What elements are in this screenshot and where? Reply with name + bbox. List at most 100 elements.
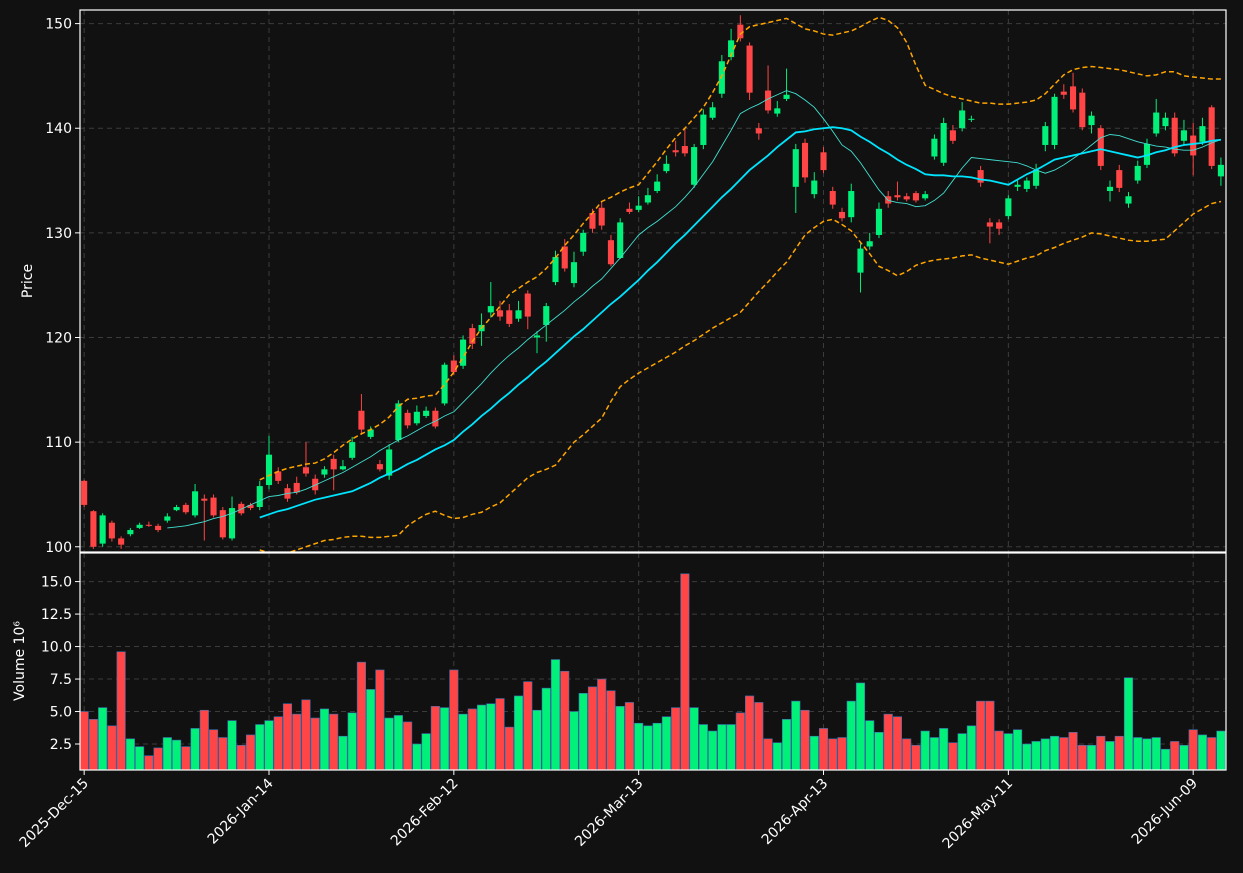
y-axis-title: Price bbox=[20, 264, 36, 298]
candle-body bbox=[81, 480, 88, 505]
candle-body bbox=[912, 193, 919, 201]
moving-average bbox=[259, 126, 1222, 519]
volume-bar bbox=[671, 707, 681, 770]
volume-bar bbox=[1114, 735, 1124, 770]
volume-bar bbox=[948, 742, 958, 770]
volume-bar bbox=[680, 573, 690, 770]
volume-bar bbox=[282, 703, 293, 770]
volume-bar bbox=[994, 730, 1004, 770]
volume-bar bbox=[98, 707, 108, 770]
volume-axis-title: Volume 10⁶ bbox=[12, 621, 28, 701]
candle-body bbox=[127, 530, 134, 535]
candle-body bbox=[765, 90, 772, 111]
candle-body bbox=[968, 118, 975, 120]
candle-body bbox=[644, 195, 651, 203]
candle-body bbox=[432, 410, 439, 427]
volume-bar bbox=[874, 732, 884, 770]
candle-body bbox=[376, 464, 383, 470]
volume-bar bbox=[88, 719, 98, 770]
volume-bar bbox=[708, 730, 718, 770]
candle-body bbox=[321, 469, 328, 475]
candle-body bbox=[959, 110, 966, 129]
volume-bar bbox=[513, 695, 524, 770]
volume-bar bbox=[587, 686, 598, 770]
volume-bar bbox=[292, 713, 302, 770]
volume-bar bbox=[1031, 741, 1041, 770]
candle-body bbox=[210, 497, 217, 516]
y-tick-label: 2.5 bbox=[50, 737, 72, 753]
candle-body bbox=[441, 364, 448, 404]
y-tick-label: 7.5 bbox=[50, 672, 72, 688]
volume-bar bbox=[957, 733, 967, 770]
volume-bar bbox=[911, 745, 921, 770]
volume-bar bbox=[1151, 737, 1161, 770]
volume-bar bbox=[809, 735, 819, 770]
candle-body bbox=[903, 196, 910, 200]
candle-body bbox=[515, 310, 522, 319]
volume-bar bbox=[1068, 732, 1078, 770]
volume-bar bbox=[421, 733, 431, 770]
volume-bar bbox=[477, 704, 487, 770]
candle-body bbox=[894, 195, 901, 198]
band-line bbox=[259, 200, 1222, 552]
candle-body bbox=[469, 328, 476, 344]
volume-bar bbox=[329, 713, 339, 770]
volume-bar bbox=[597, 678, 607, 770]
candle-body bbox=[487, 306, 494, 313]
volume-bar bbox=[403, 721, 413, 770]
volume-bar bbox=[745, 695, 755, 770]
price-frame bbox=[79, 9, 1227, 553]
volume-bar bbox=[902, 738, 912, 770]
candle-body bbox=[1162, 117, 1169, 127]
volume-bar bbox=[1022, 743, 1032, 770]
volume-bar bbox=[1123, 677, 1134, 770]
candle-body bbox=[1171, 117, 1178, 154]
volume-bar bbox=[698, 724, 708, 770]
volume-bar bbox=[624, 702, 634, 770]
volume-bar bbox=[855, 682, 866, 770]
candle-body bbox=[672, 150, 679, 153]
volume-bar bbox=[1077, 745, 1087, 770]
candle-body bbox=[940, 123, 947, 163]
volume-bar bbox=[1188, 729, 1198, 770]
candle-body bbox=[1088, 115, 1095, 126]
volume-bar bbox=[763, 738, 773, 770]
volume-bar bbox=[643, 725, 653, 770]
candle-body bbox=[1106, 186, 1114, 192]
candle-body bbox=[589, 212, 596, 229]
volume-bar bbox=[458, 713, 468, 770]
candle-body bbox=[247, 504, 254, 509]
volume-bar bbox=[523, 681, 533, 770]
candle-body bbox=[543, 306, 550, 325]
volume-bar bbox=[661, 716, 671, 770]
volume-bar bbox=[181, 746, 191, 770]
volume-bar bbox=[1207, 737, 1217, 770]
volume-bar bbox=[116, 651, 126, 770]
volume-bar bbox=[828, 738, 838, 770]
candle-body bbox=[404, 412, 411, 426]
volume-bar bbox=[550, 659, 561, 770]
volume-bar bbox=[1105, 741, 1115, 770]
volume-bar bbox=[1142, 738, 1152, 770]
volume-bar bbox=[449, 669, 459, 770]
volume-bar bbox=[190, 728, 200, 770]
candle-body bbox=[977, 170, 984, 183]
volume-bar bbox=[245, 734, 256, 770]
volume-bar bbox=[818, 728, 829, 770]
volume-bar bbox=[837, 737, 847, 770]
volume-bar bbox=[615, 706, 625, 770]
volume-bar bbox=[255, 724, 265, 770]
volume-bar bbox=[1170, 741, 1180, 770]
candle-body bbox=[663, 163, 670, 172]
candle-body bbox=[626, 208, 633, 212]
candle-body bbox=[691, 147, 698, 185]
volume-bar bbox=[338, 735, 348, 770]
candle-body bbox=[811, 180, 818, 195]
candle-body bbox=[598, 207, 605, 226]
candle-body bbox=[986, 222, 993, 227]
volume-bar bbox=[504, 726, 514, 770]
candle-body bbox=[1060, 91, 1067, 95]
volume-bar bbox=[135, 746, 145, 770]
volume-bar bbox=[1003, 733, 1013, 770]
candle-body bbox=[1208, 107, 1215, 166]
